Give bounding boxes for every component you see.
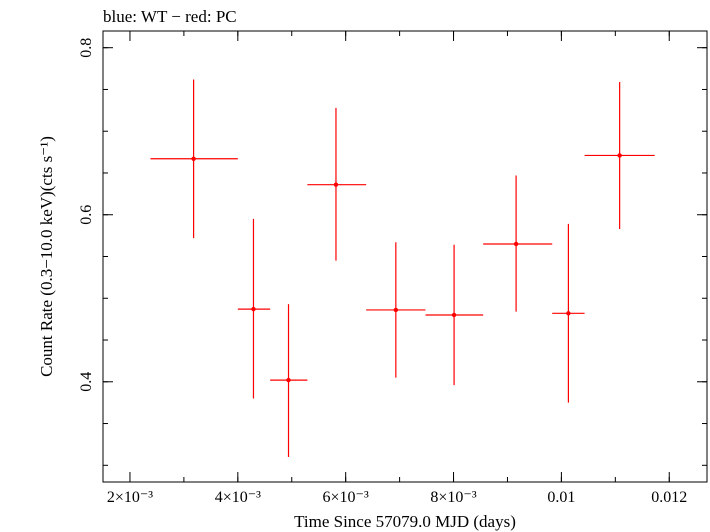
y-tick-label: 0.6 (78, 205, 95, 225)
y-tick-label: 0.8 (78, 38, 95, 58)
data-point (483, 175, 553, 312)
x-tick-label: 6×10⁻³ (323, 489, 369, 506)
x-tick-label: 0.01 (547, 489, 575, 506)
data-point (584, 81, 655, 229)
y-axis-label: Count Rate (0.3−10.0 keV)(cts s⁻¹) (37, 136, 56, 377)
x-tick-label: 4×10⁻³ (215, 489, 261, 506)
data-point (425, 244, 484, 386)
point-marker (566, 311, 571, 316)
point-marker (191, 156, 196, 161)
point-marker (251, 306, 256, 312)
y-tick-label: 0.4 (78, 372, 95, 392)
point-marker (286, 377, 291, 383)
point-marker (513, 241, 519, 247)
data-point (552, 223, 585, 403)
data-point (237, 218, 271, 399)
data-point (150, 79, 238, 239)
point-marker (617, 153, 622, 158)
data-point (270, 304, 308, 457)
data-point (366, 242, 426, 378)
data-point (307, 107, 367, 261)
data-points (150, 79, 655, 457)
x-tick-label: 2×10⁻³ (107, 489, 153, 506)
x-tick-label: 0.012 (651, 489, 687, 506)
x-axis-label: Time Since 57079.0 MJD (days) (294, 512, 516, 531)
point-marker (451, 312, 457, 318)
point-marker (333, 182, 339, 187)
y-axis-ticks: 0.4 0.6 0.8 (78, 38, 707, 466)
x-axis-ticks: 2×10⁻³ 4×10⁻³ 6×10⁻³ 8×10⁻³ 0.01 0.012 (107, 31, 687, 506)
point-marker (393, 307, 399, 313)
x-tick-label: 8×10⁻³ (430, 489, 476, 506)
chart-title: blue: WT − red: PC (103, 7, 237, 26)
